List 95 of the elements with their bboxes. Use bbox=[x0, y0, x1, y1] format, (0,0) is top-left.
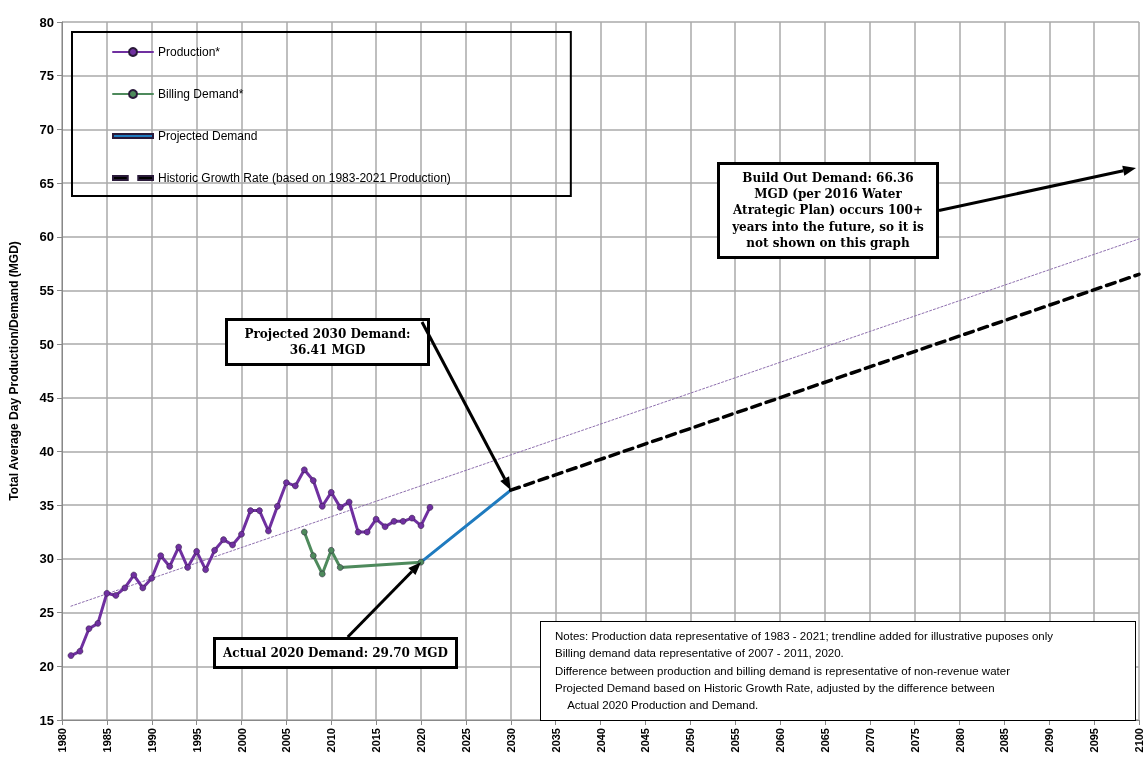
point bbox=[426, 504, 434, 511]
point bbox=[139, 584, 147, 592]
y-tick-label: 35 bbox=[39, 497, 54, 513]
point bbox=[283, 479, 290, 486]
point bbox=[175, 543, 182, 551]
x-tick-label: 2020 bbox=[415, 728, 427, 753]
x-tick-label: 2065 bbox=[818, 728, 831, 753]
point bbox=[193, 548, 200, 555]
point bbox=[319, 570, 326, 578]
x-tick-label: 2025 bbox=[459, 728, 472, 753]
point bbox=[292, 482, 299, 490]
point bbox=[301, 466, 308, 474]
x-tick-label: 2060 bbox=[774, 728, 786, 753]
x-tick-label: 2045 bbox=[639, 728, 652, 753]
point bbox=[247, 507, 254, 514]
point bbox=[166, 563, 173, 570]
point bbox=[408, 514, 416, 522]
point bbox=[274, 503, 281, 510]
x-tick-label: 2030 bbox=[504, 728, 517, 753]
y-tick-label: 60 bbox=[39, 229, 54, 245]
point bbox=[103, 590, 111, 597]
point bbox=[85, 625, 93, 632]
y-tick-label: 50 bbox=[39, 336, 54, 352]
y-tick-label: 25 bbox=[39, 605, 54, 621]
y-tick-label: 45 bbox=[39, 390, 54, 406]
x-tick-label: 2100 bbox=[1133, 728, 1145, 753]
y-tick-label: 80 bbox=[39, 14, 54, 30]
x-tick-label: 2015 bbox=[370, 728, 383, 753]
point bbox=[256, 507, 263, 514]
point bbox=[130, 571, 138, 579]
point bbox=[67, 652, 75, 659]
legend-label: Historic Growth Rate (based on 1983-2021 Production) bbox=[158, 171, 451, 185]
x-tick-label: 2010 bbox=[325, 728, 338, 753]
point bbox=[301, 528, 308, 536]
y-tick-label: 30 bbox=[39, 551, 54, 567]
x-tick-label: 2085 bbox=[998, 728, 1011, 753]
y-tick-label: 75 bbox=[39, 68, 54, 84]
point bbox=[417, 558, 425, 566]
legend-label: Production* bbox=[158, 45, 221, 59]
y-axis-title: Total Average Day Production/Demand (MGD) bbox=[7, 241, 21, 501]
x-tick-label: 2055 bbox=[729, 728, 742, 753]
point bbox=[148, 575, 155, 582]
x-tick-label: 1985 bbox=[100, 728, 113, 753]
point bbox=[157, 552, 164, 559]
point bbox=[310, 477, 317, 484]
legend-label: Projected Demand bbox=[158, 129, 258, 143]
callout-box: Notes: Production data representative of 1983 - 2021; trendline added for illustrative puposes only Billing demand data representative of 2007 - 2011, 2020. Difference between production and billing demand is representative of non-revenue water Projected Demand based on Historic Growth Rate, adjusted by the difference between Actual 2020 Production and Demand. bbox=[540, 621, 1136, 722]
point bbox=[363, 528, 371, 536]
y-tick-label: 70 bbox=[39, 121, 54, 137]
point bbox=[390, 518, 398, 525]
x-tick-label: 2070 bbox=[863, 728, 876, 753]
legend-label: Billing Demand* bbox=[158, 87, 244, 101]
x-tick-label: 2090 bbox=[1043, 728, 1056, 753]
callout-box: Actual 2020 Demand: 29.70 MGD bbox=[213, 637, 458, 670]
point bbox=[319, 503, 326, 510]
x-tick-label: 1995 bbox=[190, 728, 203, 753]
point bbox=[417, 522, 425, 529]
point bbox=[399, 518, 407, 525]
x-tick-label: 2075 bbox=[908, 728, 921, 753]
point bbox=[211, 547, 218, 554]
point bbox=[238, 530, 245, 538]
point bbox=[336, 504, 344, 511]
point bbox=[354, 528, 362, 536]
x-tick-label: 2035 bbox=[549, 728, 562, 753]
x-tick-label: 2005 bbox=[280, 728, 293, 753]
x-tick-label: 2095 bbox=[1088, 728, 1101, 753]
x-tick-label: 2040 bbox=[594, 728, 607, 753]
point bbox=[202, 566, 209, 573]
x-tick-label: 2080 bbox=[953, 728, 966, 753]
y-tick-label: 40 bbox=[39, 444, 54, 460]
y-tick-label: 55 bbox=[39, 282, 54, 298]
point bbox=[336, 564, 344, 571]
point bbox=[76, 648, 84, 655]
y-tick-label: 20 bbox=[39, 658, 54, 674]
x-tick-label: 2000 bbox=[235, 728, 248, 753]
x-tick-label: 2050 bbox=[684, 728, 697, 753]
y-tick-label: 15 bbox=[39, 712, 54, 728]
x-tick-label: 1990 bbox=[145, 728, 158, 753]
callout-box: Projected 2030 Demand: 36.41 MGD bbox=[225, 318, 430, 367]
point bbox=[112, 592, 120, 599]
point bbox=[345, 498, 353, 506]
point bbox=[372, 515, 380, 523]
point bbox=[328, 547, 335, 554]
point bbox=[184, 564, 191, 571]
point bbox=[265, 527, 272, 535]
point bbox=[328, 489, 335, 496]
y-tick-label: 65 bbox=[39, 175, 54, 191]
point bbox=[121, 584, 129, 592]
point bbox=[381, 523, 389, 530]
point bbox=[220, 536, 227, 543]
x-tick-label: 1980 bbox=[56, 728, 68, 753]
callout-box: Build Out Demand: 66.36 MGD (per 2016 Water Atrategic Plan) occurs 100+ years into the future, so it is not shown on this graph bbox=[717, 162, 939, 259]
point bbox=[229, 541, 236, 549]
point bbox=[94, 620, 102, 627]
point bbox=[310, 552, 317, 559]
